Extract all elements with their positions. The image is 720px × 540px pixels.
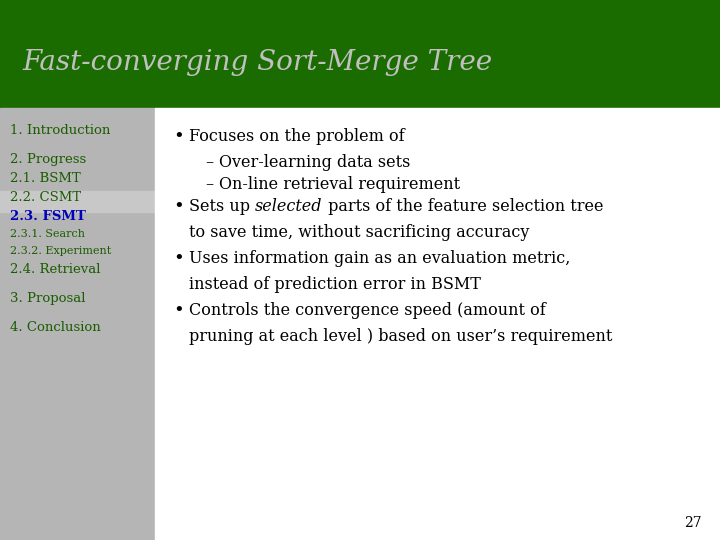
- Text: to save time, without sacrificing accuracy: to save time, without sacrificing accura…: [189, 224, 529, 241]
- Text: 2.3. FSMT: 2.3. FSMT: [10, 210, 86, 223]
- Text: Over-learning data sets: Over-learning data sets: [219, 154, 410, 171]
- Bar: [0, 108, 155, 540]
- Text: 4. Conclusion: 4. Conclusion: [10, 321, 101, 334]
- Text: •: •: [173, 250, 184, 268]
- Text: Sets up: Sets up: [189, 198, 255, 215]
- Text: 3. Proposal: 3. Proposal: [10, 292, 86, 305]
- Text: Focuses on the problem of: Focuses on the problem of: [189, 128, 405, 145]
- Text: pruning at each level ) based on user’s requirement: pruning at each level ) based on user’s …: [189, 328, 613, 345]
- Text: 1. Introduction: 1. Introduction: [10, 124, 110, 137]
- Text: Controls the convergence speed (amount of: Controls the convergence speed (amount o…: [189, 302, 546, 319]
- Text: 2. Progress: 2. Progress: [10, 153, 86, 166]
- Text: 2.1. BSMT: 2.1. BSMT: [10, 172, 81, 185]
- Text: •: •: [173, 198, 184, 216]
- Text: Uses information gain as an evaluation metric,: Uses information gain as an evaluation m…: [189, 250, 570, 267]
- Bar: [0, 0, 720, 100]
- Text: 27: 27: [685, 516, 702, 530]
- Bar: [0, 191, 155, 212]
- Bar: [155, 108, 720, 540]
- Bar: [0, 100, 720, 108]
- Text: 2.4. Retrieval: 2.4. Retrieval: [10, 263, 101, 276]
- Text: 2.3.1. Search: 2.3.1. Search: [10, 229, 85, 239]
- Text: –: –: [205, 154, 213, 171]
- Text: 2.2. CSMT: 2.2. CSMT: [10, 191, 81, 204]
- Text: –: –: [205, 176, 213, 193]
- Text: selected: selected: [255, 198, 323, 215]
- Text: •: •: [173, 128, 184, 146]
- Text: 2.3.2. Experiment: 2.3.2. Experiment: [10, 246, 112, 256]
- Text: parts of the feature selection tree: parts of the feature selection tree: [323, 198, 603, 215]
- Text: •: •: [173, 302, 184, 320]
- Text: On-line retrieval requirement: On-line retrieval requirement: [219, 176, 460, 193]
- Text: Fast-converging Sort-Merge Tree: Fast-converging Sort-Merge Tree: [22, 49, 492, 76]
- Text: instead of prediction error in BSMT: instead of prediction error in BSMT: [189, 276, 481, 293]
